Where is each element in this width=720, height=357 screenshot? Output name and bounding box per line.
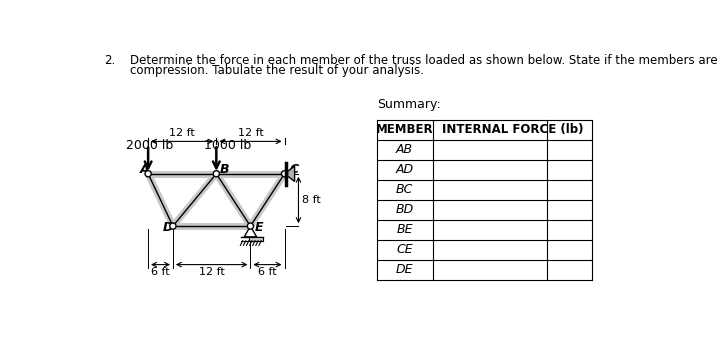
Text: INTERNAL FORCE (lb): INTERNAL FORCE (lb) <box>441 124 583 136</box>
Bar <box>249 237 263 241</box>
Text: BE: BE <box>397 223 413 236</box>
Text: 12 ft: 12 ft <box>169 127 195 137</box>
Text: 2000 lb: 2000 lb <box>127 139 174 152</box>
Text: C: C <box>290 164 299 176</box>
Text: compression. Tabulate the result of your analysis.: compression. Tabulate the result of your… <box>130 64 424 77</box>
Text: 8 ft: 8 ft <box>302 195 320 205</box>
Text: 12 ft: 12 ft <box>199 267 225 277</box>
Text: MEMBER: MEMBER <box>376 124 433 136</box>
Text: AB: AB <box>396 144 413 156</box>
Text: Determine the force in each member of the truss loaded as shown below. State if : Determine the force in each member of th… <box>130 54 720 67</box>
Circle shape <box>213 171 220 177</box>
Text: DE: DE <box>396 263 413 276</box>
Circle shape <box>145 171 151 177</box>
Text: BC: BC <box>396 183 413 196</box>
Circle shape <box>282 171 287 177</box>
Text: 6 ft: 6 ft <box>151 267 170 277</box>
Text: Summary:: Summary: <box>377 97 441 111</box>
Text: 6 ft: 6 ft <box>258 267 276 277</box>
Text: D: D <box>163 221 174 234</box>
Text: AD: AD <box>395 164 414 176</box>
Text: A: A <box>140 164 149 176</box>
Circle shape <box>170 223 176 229</box>
Text: BD: BD <box>395 203 414 216</box>
Polygon shape <box>284 166 294 181</box>
Circle shape <box>248 223 253 229</box>
Text: 2.: 2. <box>104 54 115 67</box>
Polygon shape <box>244 226 256 237</box>
Text: 1000 lb: 1000 lb <box>204 139 251 152</box>
Text: CE: CE <box>396 243 413 256</box>
Text: 12 ft: 12 ft <box>238 127 264 137</box>
Text: B: B <box>220 164 230 176</box>
Text: E: E <box>254 221 263 234</box>
